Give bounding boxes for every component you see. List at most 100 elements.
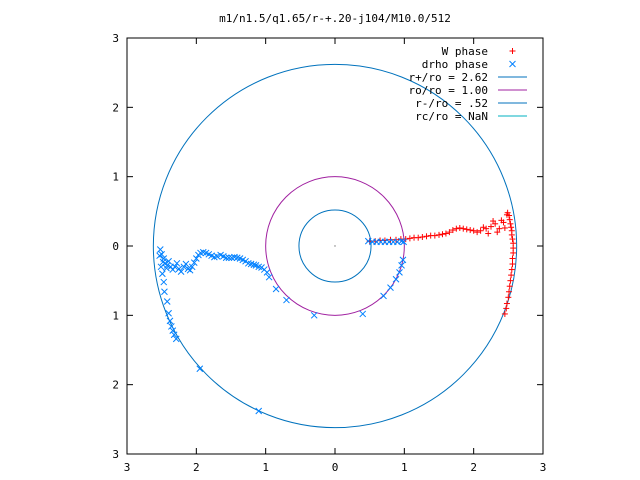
point-drho-phase bbox=[392, 275, 400, 283]
y-tick-label: 1 bbox=[112, 171, 119, 184]
point-drho-phase bbox=[172, 335, 180, 343]
point-w-phase bbox=[506, 288, 513, 295]
point-drho-phase-stroke bbox=[163, 264, 170, 272]
point-w-phase bbox=[406, 235, 413, 242]
origin-dot bbox=[334, 245, 336, 247]
point-drho-phase bbox=[163, 264, 170, 272]
point-drho-phase bbox=[161, 288, 168, 296]
point-drho-phase-stroke bbox=[387, 284, 394, 291]
point-w-phase bbox=[508, 266, 515, 273]
point-drho-phase-stroke bbox=[184, 265, 192, 273]
point-drho-phase bbox=[398, 237, 405, 245]
point-drho-phase-stroke bbox=[225, 254, 233, 262]
x-tick-label: 3 bbox=[540, 461, 547, 474]
point-w-phase bbox=[505, 294, 512, 301]
point-drho-phase bbox=[228, 254, 236, 262]
point-drho-phase-stroke bbox=[190, 259, 198, 266]
point-drho-phase bbox=[396, 268, 403, 276]
point-drho-phase-stroke bbox=[208, 252, 215, 260]
point-drho-phase-stroke bbox=[310, 311, 318, 319]
point-drho-phase-stroke bbox=[180, 263, 188, 271]
point-w-phase bbox=[503, 300, 510, 307]
point-drho-phase bbox=[168, 323, 175, 330]
point-w-phase bbox=[504, 209, 511, 216]
point-w-phase bbox=[510, 249, 517, 256]
point-drho-phase-stroke bbox=[188, 263, 196, 271]
point-drho-phase-stroke bbox=[258, 264, 265, 271]
point-drho-phase-stroke bbox=[239, 256, 247, 264]
point-drho-phase-stroke bbox=[166, 317, 174, 325]
point-drho-phase-stroke bbox=[156, 252, 163, 260]
point-w-phase bbox=[508, 272, 515, 279]
point-drho-phase-stroke bbox=[175, 265, 183, 273]
point-w-phase bbox=[442, 230, 449, 237]
point-drho-phase-stroke bbox=[196, 365, 204, 373]
point-drho-phase-stroke bbox=[394, 238, 401, 246]
point-drho-phase-stroke bbox=[247, 260, 255, 268]
point-drho-phase-stroke bbox=[250, 261, 258, 269]
reference-circles bbox=[152, 63, 518, 429]
point-drho-phase bbox=[156, 252, 163, 260]
point-drho-phase bbox=[169, 327, 177, 334]
point-drho-phase-stroke bbox=[236, 255, 244, 262]
point-drho-phase-stroke bbox=[172, 335, 180, 343]
point-w-phase bbox=[449, 227, 456, 234]
chart-title: m1/n1.5/q1.65/r-+.20-j104/M10.0/512 bbox=[219, 12, 451, 25]
point-drho-phase-stroke bbox=[272, 285, 280, 293]
point-drho-phase-stroke bbox=[167, 263, 175, 271]
point-drho-phase-stroke bbox=[400, 238, 407, 246]
point-w-phase bbox=[415, 234, 422, 241]
y-tick-label: 2 bbox=[112, 101, 119, 114]
point-w-phase bbox=[477, 227, 484, 234]
x-tick-label: 2 bbox=[470, 461, 477, 474]
point-drho-phase bbox=[272, 285, 280, 293]
point-drho-phase-stroke bbox=[255, 407, 263, 415]
legend-label-r-ro-2-62: r+/ro = 2.62 bbox=[409, 71, 488, 84]
x-tick-label: 0 bbox=[332, 461, 339, 474]
circle-r-ro-2-62 bbox=[152, 63, 518, 429]
point-drho-phase bbox=[310, 311, 318, 319]
point-drho-phase bbox=[180, 263, 188, 271]
point-drho-phase-stroke bbox=[157, 263, 165, 271]
x-tick-label: 3 bbox=[124, 461, 131, 474]
point-w-phase bbox=[507, 277, 514, 284]
y-tick-label: 3 bbox=[112, 448, 119, 461]
legend-label-w-phase: W phase bbox=[442, 45, 488, 58]
point-w-phase bbox=[439, 231, 446, 238]
point-w-phase bbox=[503, 305, 510, 312]
point-w-phase bbox=[508, 224, 515, 231]
point-drho-phase-stroke bbox=[156, 246, 164, 253]
point-drho-phase bbox=[192, 255, 200, 262]
point-drho-phase-stroke bbox=[222, 254, 230, 262]
legend-swatch-drho-phase bbox=[509, 60, 516, 68]
point-drho-phase bbox=[196, 365, 204, 373]
point-drho-phase-stroke bbox=[398, 262, 405, 269]
point-drho-phase bbox=[359, 310, 367, 318]
point-drho-phase bbox=[159, 258, 167, 266]
point-drho-phase-stroke bbox=[255, 263, 263, 271]
x-tick-label: 1 bbox=[401, 461, 408, 474]
point-w-phase bbox=[480, 224, 487, 231]
point-w-phase bbox=[506, 216, 513, 223]
point-drho-phase-stroke bbox=[283, 296, 290, 304]
point-drho-phase-stroke bbox=[165, 257, 172, 265]
point-w-phase bbox=[436, 231, 442, 238]
point-w-phase bbox=[463, 226, 470, 233]
point-drho-phase-stroke bbox=[359, 310, 367, 318]
point-drho-phase-stroke bbox=[228, 254, 236, 262]
point-w-phase bbox=[460, 225, 467, 232]
point-drho-phase bbox=[170, 331, 178, 339]
point-w-phase bbox=[509, 255, 516, 262]
point-w-phase bbox=[494, 229, 501, 236]
point-w-phase bbox=[500, 219, 507, 226]
point-w-phase bbox=[467, 227, 474, 234]
point-w-phase bbox=[456, 224, 463, 231]
point-drho-phase-stroke bbox=[161, 288, 168, 296]
circle-ro-ro-1-00 bbox=[265, 176, 405, 316]
point-w-phase bbox=[483, 225, 490, 232]
point-drho-phase bbox=[225, 254, 233, 262]
point-drho-phase-stroke bbox=[160, 278, 168, 286]
point-drho-phase-stroke bbox=[159, 270, 166, 278]
point-w-phase bbox=[508, 231, 515, 238]
